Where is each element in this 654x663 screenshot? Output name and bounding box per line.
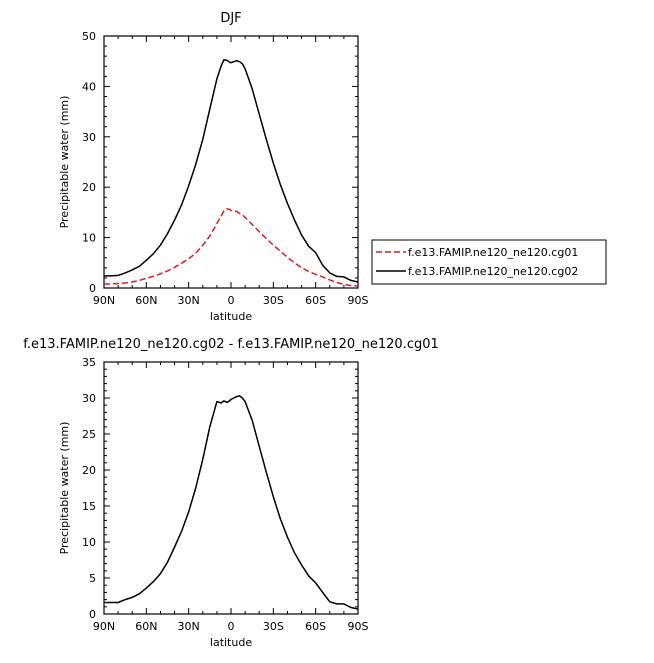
x-tick-label: 30S [263,294,284,307]
legend: f.e13.FAMIP.ne120_ne120.cg01 f.e13.FAMIP.… [371,239,607,285]
y-axis-label: Precipitable water (mm) [58,96,71,229]
x-tick-label: 30S [263,620,284,633]
y-tick-label: 10 [82,536,96,549]
x-axis-label: latitude [210,636,252,649]
series-line-1 [104,395,359,610]
x-tick-label: 60N [135,294,157,307]
legend-label: f.e13.FAMIP.ne120_ne120.cg02 [408,265,578,278]
x-axis-label: latitude [210,310,252,323]
x-tick-label: 30N [178,620,200,633]
x-tick-label: 90N [93,620,115,633]
bottom-panel: 90N 60N 30N 0 30S 60S 90S 0 5 10 15 20 25 30 35 latitud… [23,337,439,649]
legend-box [371,239,607,285]
x-tick-label: 90S [348,294,369,307]
y-tick-label: 30 [82,131,96,144]
y-tick-label: 30 [82,392,96,405]
series-line-1 [104,208,359,287]
x-tick-label: 0 [228,294,235,307]
y-tick-label: 35 [82,356,96,369]
y-tick-label: 25 [82,428,96,441]
x-tick-label: 30N [178,294,200,307]
y-tick-label: 40 [82,80,96,93]
y-tick-label: 20 [82,181,96,194]
x-tick-label: 60S [305,294,326,307]
legend-label: f.e13.FAMIP.ne120_ne120.cg01 [408,246,578,259]
y-tick-label: 0 [89,608,96,621]
plot-frame [103,35,359,289]
x-tick-label: 0 [228,620,235,633]
y-tick-label: 20 [82,464,96,477]
y-axis-label: Precipitable water (mm) [58,422,71,555]
y-tick-label: 0 [89,282,96,295]
x-tick-label: 60S [305,620,326,633]
x-tick-label: 90N [93,294,115,307]
top-panel: 90N 60N 30N 0 30S 60S 90S 0 10 20 30 40 50 latitude Pr… [58,11,369,323]
y-tick-label: 15 [82,500,96,513]
x-tick-label: 60N [135,620,157,633]
x-tick-label: 90S [348,620,369,633]
y-tick-label: 10 [82,232,96,245]
chart-title: f.e13.FAMIP.ne120_ne120.cg02 - f.e13.FAM… [23,337,439,352]
y-tick-label: 50 [82,30,96,43]
y-tick-label: 5 [89,572,96,585]
series-line-2 [104,58,359,283]
chart-title: DJF [220,11,241,26]
